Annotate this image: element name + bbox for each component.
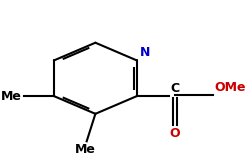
Text: C: C <box>171 82 180 95</box>
Text: O: O <box>170 127 181 140</box>
Text: Me: Me <box>1 89 22 103</box>
Text: OMe: OMe <box>214 82 246 94</box>
Text: N: N <box>140 46 150 59</box>
Text: Me: Me <box>75 143 96 156</box>
